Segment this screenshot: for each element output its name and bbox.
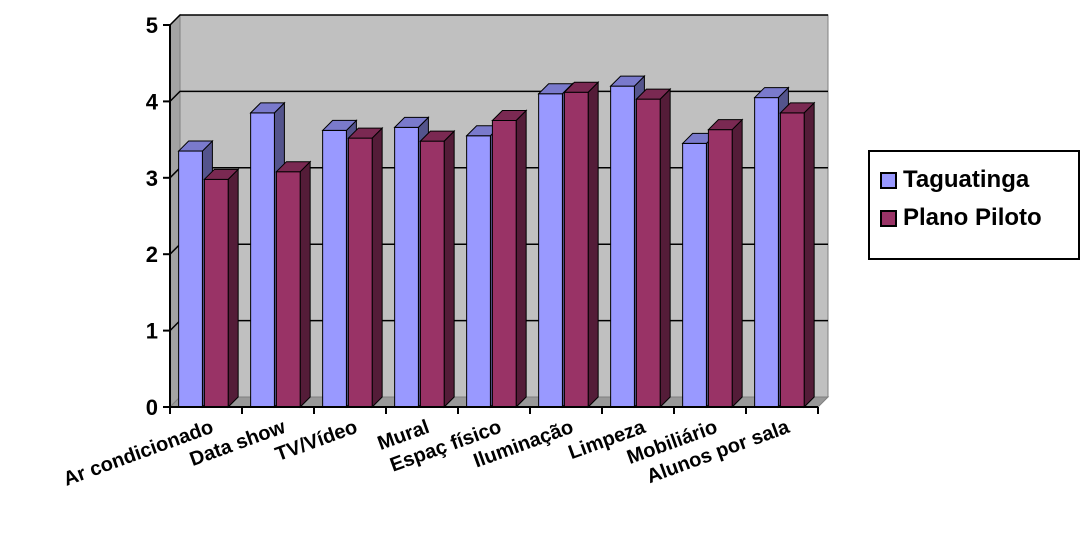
y-tick-label: 4 <box>146 89 159 114</box>
bar-top <box>203 168 240 180</box>
bar-front <box>682 142 707 408</box>
bar-top <box>563 81 600 93</box>
legend-swatch-plano-piloto <box>880 209 897 227</box>
bar-top <box>635 88 672 100</box>
y-tick-label: 1 <box>146 319 158 344</box>
bar-front <box>707 129 733 408</box>
legend-item-taguatinga: Taguatinga <box>880 166 1029 194</box>
bar-front <box>275 171 301 408</box>
bar-side <box>659 87 671 409</box>
bar-front <box>394 126 419 408</box>
legend-swatch-taguatinga <box>880 171 897 189</box>
bar-front <box>538 93 563 408</box>
bar-side <box>227 168 239 409</box>
bar-top <box>491 110 528 121</box>
bar-top <box>275 161 312 173</box>
bar-front <box>466 135 491 408</box>
bar-plano-piloto-mobiliario <box>707 118 744 409</box>
bar-top <box>779 102 816 114</box>
bar-front <box>491 120 517 408</box>
bar-front <box>347 137 373 408</box>
bar-side <box>515 109 527 409</box>
y-tick-label: 5 <box>146 13 158 38</box>
bar-top <box>753 87 790 99</box>
bar-plano-piloto-ar-condicionado <box>203 168 240 409</box>
bar-front <box>250 112 275 408</box>
bar-front <box>419 140 445 408</box>
bar-plano-piloto-iluminacao <box>563 81 600 409</box>
bar-top <box>321 119 358 131</box>
bar-front <box>635 98 661 408</box>
gridline <box>169 14 828 26</box>
bar-side <box>371 126 383 409</box>
legend-label-plano-piloto: Plano Piloto <box>903 204 1042 231</box>
bars <box>177 74 816 409</box>
bar-front <box>610 85 635 408</box>
legend-item-plano-piloto: Plano Piloto <box>880 204 1042 232</box>
bar-side <box>443 129 455 409</box>
x-tick-label-tv-video: TV/Vídeo <box>272 416 360 466</box>
axes <box>163 24 819 414</box>
bar-top <box>419 130 456 142</box>
bar-plano-piloto-mural <box>419 129 456 409</box>
bar-plano-piloto-tv-video <box>347 126 384 409</box>
bar-side <box>803 101 815 409</box>
bar-front <box>322 129 347 408</box>
bar-plano-piloto-alunos-por-sala <box>779 101 816 409</box>
bar-top <box>249 102 286 114</box>
bar-plano-piloto-limpeza <box>635 87 672 409</box>
bar-front <box>563 91 589 408</box>
legend-label-taguatinga: Taguatinga <box>903 166 1030 193</box>
bar-side <box>299 160 311 409</box>
bar-front <box>203 178 229 408</box>
bar-front <box>754 97 779 408</box>
bar-plano-piloto-espac-fisico <box>491 109 528 409</box>
bar-top <box>347 127 384 139</box>
bar-top <box>177 140 214 152</box>
bar-front <box>178 150 203 408</box>
y-tick-label: 3 <box>146 166 158 191</box>
y-tick-label: 0 <box>146 395 158 420</box>
bar-plano-piloto-data-show <box>275 160 312 409</box>
y-tick-label: 2 <box>146 242 158 267</box>
bar-top <box>707 119 744 131</box>
bar-side <box>587 81 599 409</box>
bar-top <box>393 116 430 128</box>
bar-side <box>731 118 743 409</box>
bar-top <box>609 75 646 87</box>
bar-front <box>779 112 805 408</box>
legend: Taguatinga Plano Piloto <box>868 150 1080 260</box>
